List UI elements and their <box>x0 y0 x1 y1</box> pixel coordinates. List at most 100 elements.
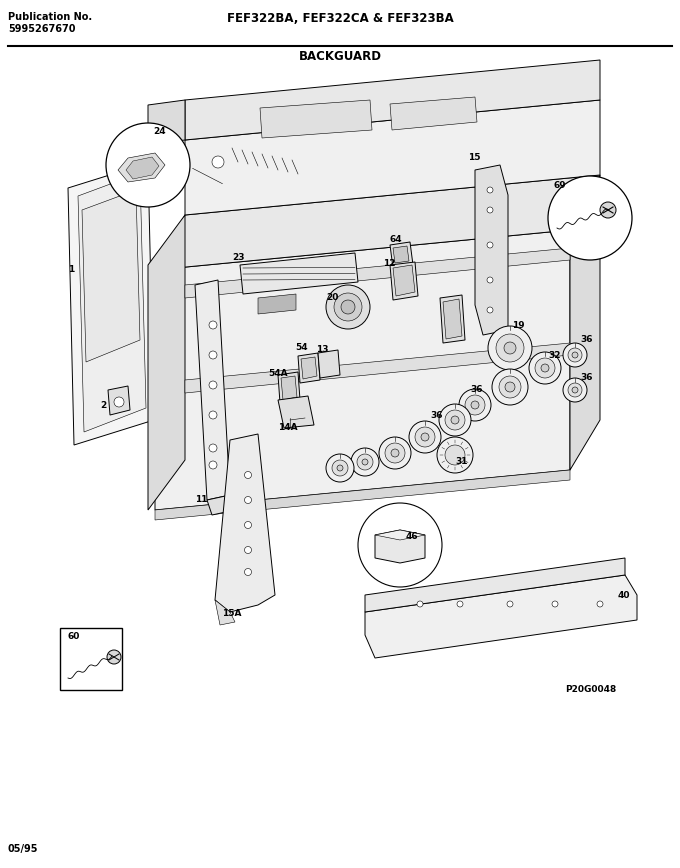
Polygon shape <box>185 100 600 215</box>
Circle shape <box>445 445 465 465</box>
Polygon shape <box>185 60 600 140</box>
Circle shape <box>529 352 561 384</box>
Circle shape <box>212 156 224 168</box>
Circle shape <box>326 454 354 482</box>
Polygon shape <box>278 372 300 403</box>
Text: 05/95: 05/95 <box>8 844 39 854</box>
Polygon shape <box>240 253 358 294</box>
Circle shape <box>332 460 348 476</box>
Circle shape <box>457 601 463 607</box>
Circle shape <box>417 601 423 607</box>
Polygon shape <box>281 376 297 400</box>
Text: Publication No.: Publication No. <box>8 12 92 22</box>
Text: BACKGUARD: BACKGUARD <box>299 50 381 63</box>
Circle shape <box>563 343 587 367</box>
Polygon shape <box>301 357 317 379</box>
Circle shape <box>600 202 616 218</box>
Circle shape <box>337 465 343 471</box>
Text: 36: 36 <box>430 411 443 419</box>
Text: FEF322BA, FEF322CA & FEF323BA: FEF322BA, FEF322CA & FEF323BA <box>226 12 454 25</box>
Text: 36: 36 <box>580 336 592 345</box>
Text: 11: 11 <box>195 496 207 504</box>
Text: 36: 36 <box>470 385 483 394</box>
Polygon shape <box>475 165 508 335</box>
Circle shape <box>572 387 578 393</box>
Text: 46: 46 <box>406 532 419 541</box>
Circle shape <box>114 397 124 407</box>
Polygon shape <box>126 157 159 179</box>
Text: 23: 23 <box>232 253 245 262</box>
Text: 15: 15 <box>468 154 481 162</box>
Polygon shape <box>82 190 140 362</box>
Polygon shape <box>375 530 425 563</box>
Circle shape <box>362 459 368 465</box>
Polygon shape <box>443 299 462 339</box>
Text: 60: 60 <box>68 632 80 641</box>
Circle shape <box>487 242 493 248</box>
Circle shape <box>597 601 603 607</box>
Text: 54A: 54A <box>268 369 288 378</box>
Polygon shape <box>375 530 425 540</box>
Circle shape <box>351 448 379 476</box>
Text: 36: 36 <box>580 372 592 382</box>
Polygon shape <box>298 353 320 383</box>
Polygon shape <box>390 262 418 300</box>
Text: 14A: 14A <box>278 424 298 432</box>
Circle shape <box>357 454 373 470</box>
Circle shape <box>409 421 441 453</box>
Polygon shape <box>155 230 570 510</box>
Circle shape <box>437 437 473 473</box>
Polygon shape <box>393 265 415 296</box>
Circle shape <box>487 187 493 193</box>
Polygon shape <box>365 575 637 658</box>
Circle shape <box>548 176 632 260</box>
Circle shape <box>552 601 558 607</box>
Circle shape <box>451 416 459 424</box>
Polygon shape <box>215 434 275 612</box>
Circle shape <box>459 389 491 421</box>
Circle shape <box>245 496 252 503</box>
Text: 32: 32 <box>548 351 560 359</box>
Polygon shape <box>440 295 465 343</box>
Circle shape <box>245 547 252 554</box>
Polygon shape <box>393 246 409 263</box>
Circle shape <box>505 382 515 392</box>
Text: 24: 24 <box>154 127 167 136</box>
Circle shape <box>492 369 528 405</box>
Circle shape <box>487 277 493 283</box>
Polygon shape <box>390 242 413 268</box>
Text: 2: 2 <box>100 400 106 410</box>
Circle shape <box>499 376 521 398</box>
Circle shape <box>209 461 217 469</box>
Polygon shape <box>78 173 146 432</box>
Text: 1: 1 <box>68 266 74 274</box>
Text: 13: 13 <box>316 345 328 353</box>
Text: 20: 20 <box>326 293 339 301</box>
Circle shape <box>439 404 471 436</box>
Circle shape <box>496 334 524 362</box>
Circle shape <box>245 471 252 478</box>
Polygon shape <box>278 396 314 428</box>
Circle shape <box>504 342 516 354</box>
Polygon shape <box>185 343 570 393</box>
Circle shape <box>568 383 582 397</box>
Circle shape <box>107 650 121 664</box>
Circle shape <box>245 522 252 529</box>
Circle shape <box>541 364 549 372</box>
Bar <box>60 628 122 690</box>
Polygon shape <box>390 97 477 130</box>
Polygon shape <box>207 495 235 515</box>
Polygon shape <box>155 470 570 520</box>
Circle shape <box>391 449 399 457</box>
Text: 69: 69 <box>554 181 566 190</box>
Circle shape <box>471 401 479 409</box>
Circle shape <box>535 358 555 378</box>
Text: 12: 12 <box>383 259 396 267</box>
Text: 31: 31 <box>455 457 468 466</box>
Circle shape <box>209 411 217 419</box>
Polygon shape <box>365 558 625 612</box>
Polygon shape <box>260 100 372 138</box>
Circle shape <box>209 444 217 452</box>
Circle shape <box>106 123 190 207</box>
Circle shape <box>245 569 252 575</box>
